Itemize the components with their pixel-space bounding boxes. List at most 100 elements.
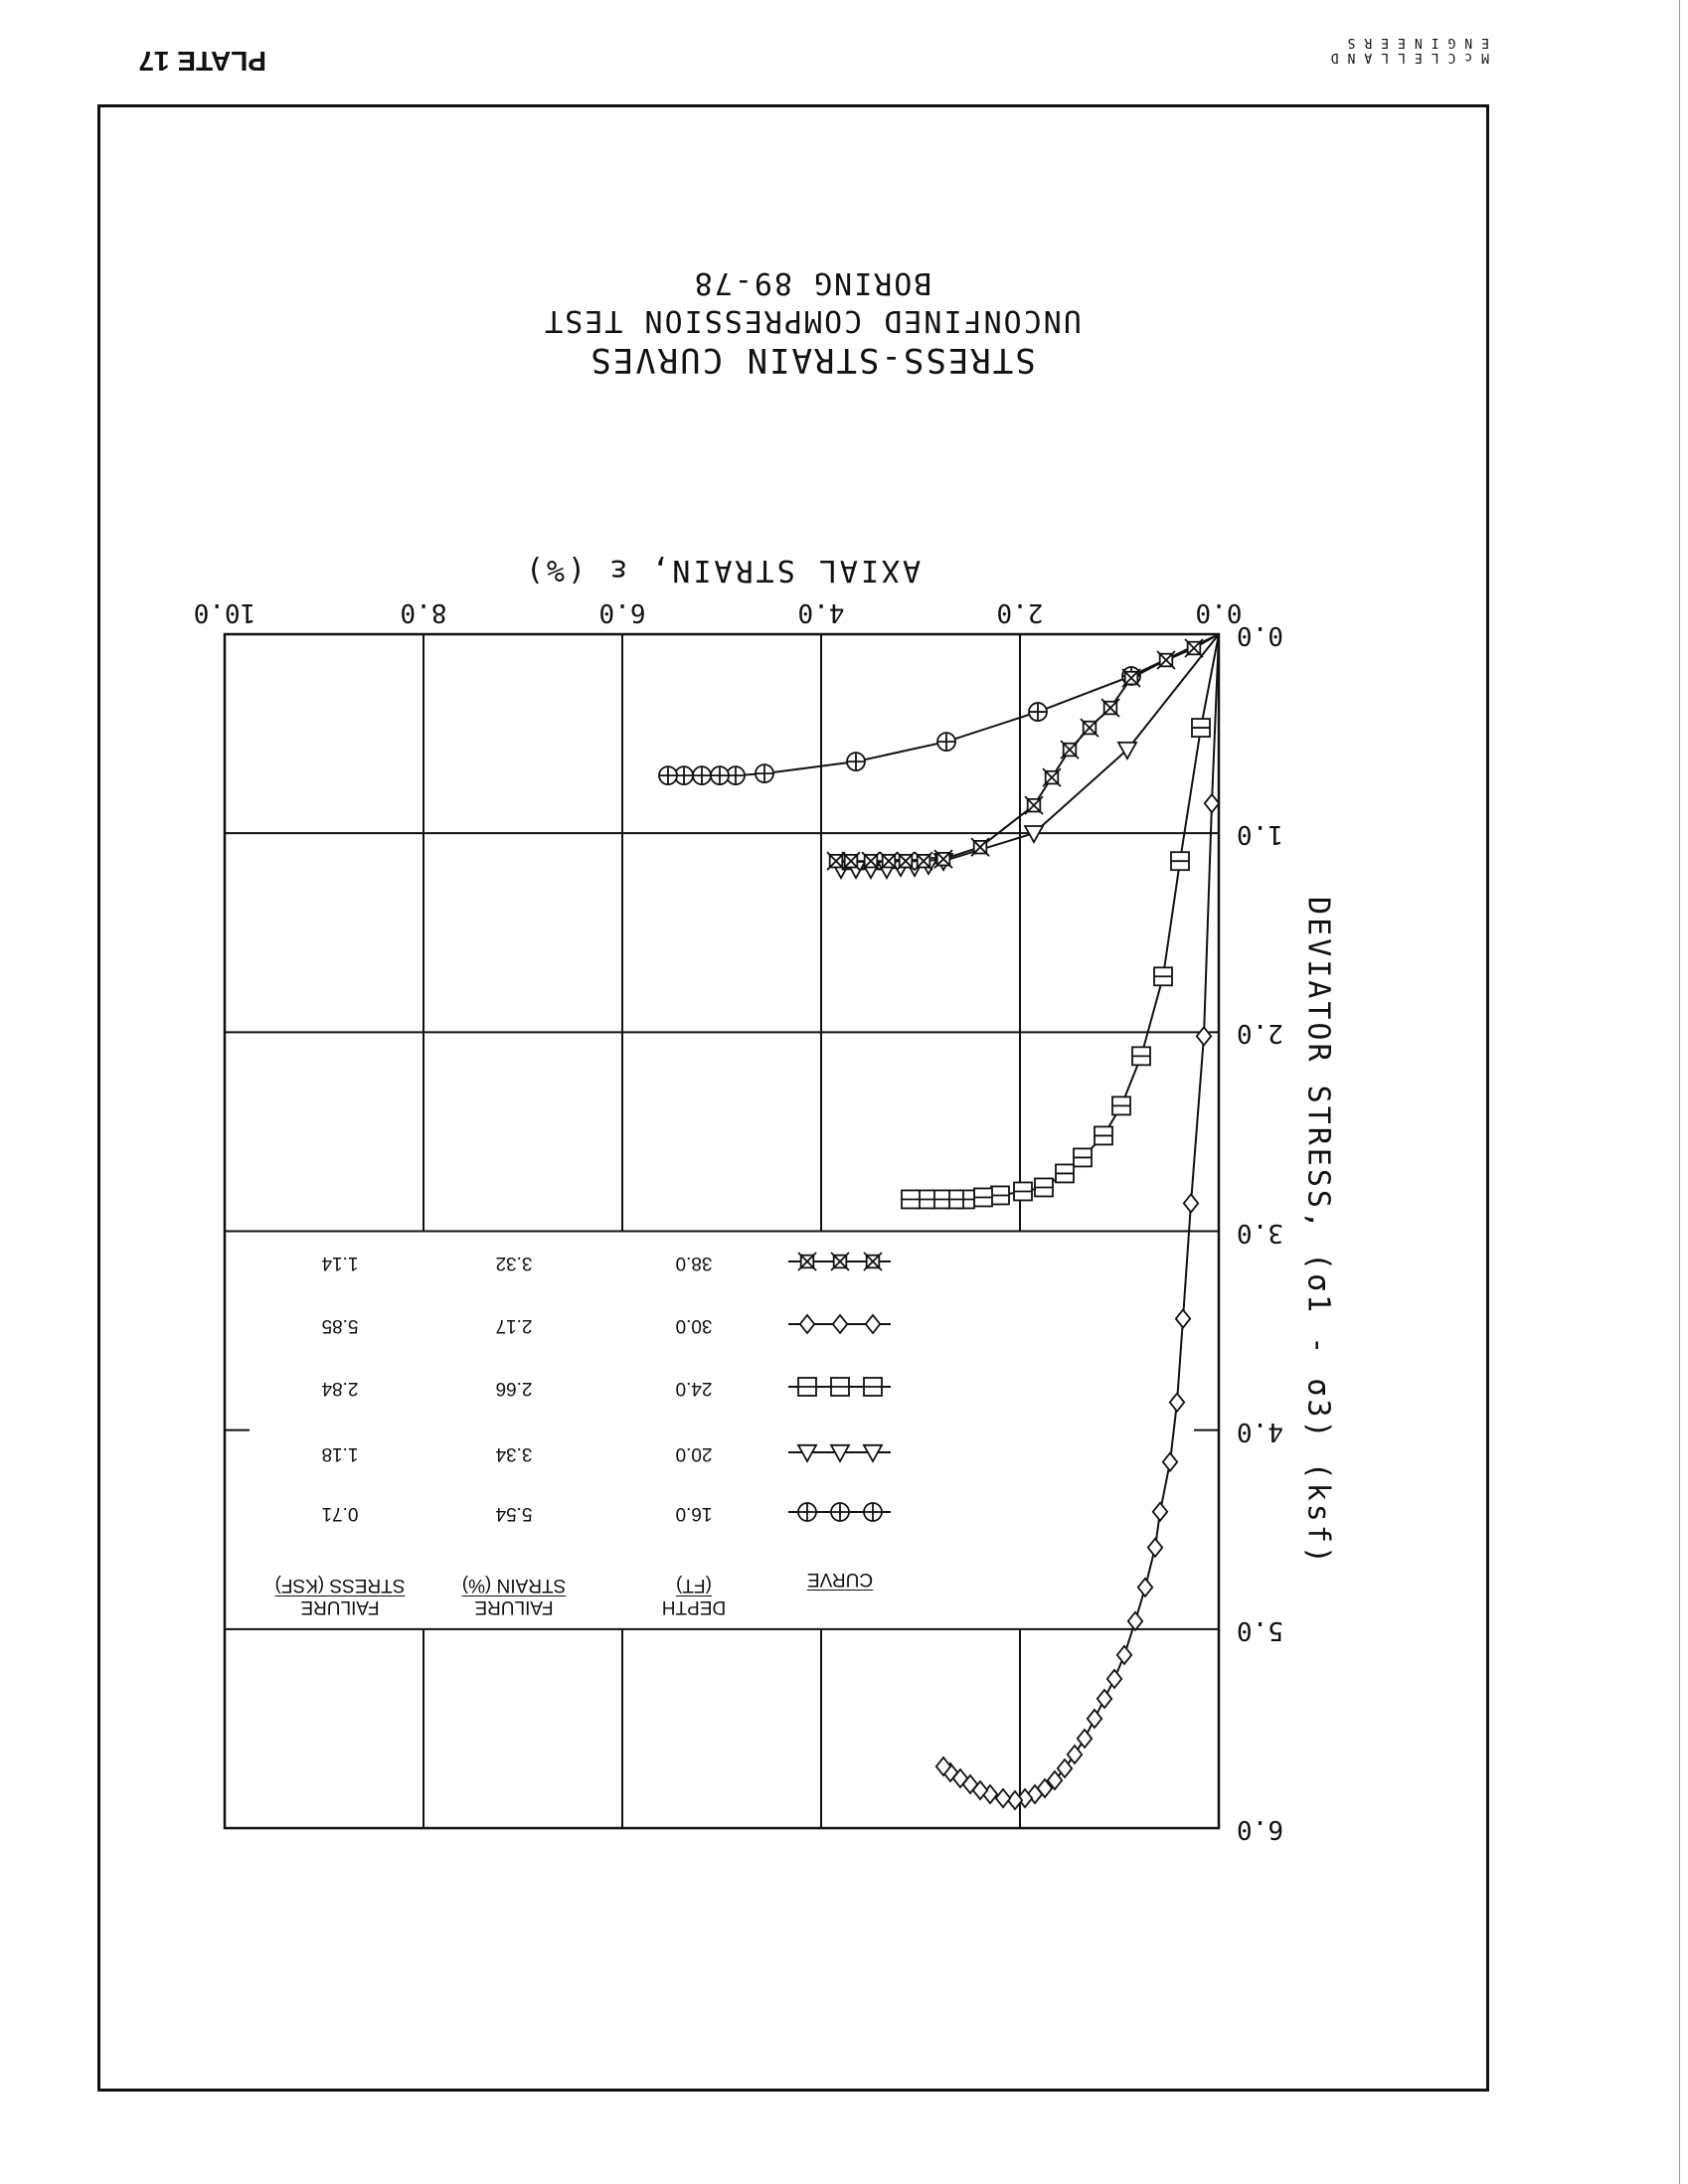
company-logo: McCLELLAND ENGINEERS xyxy=(1322,35,1489,65)
y-tick-label: 2.0 xyxy=(1237,1018,1283,1048)
legend-marker-triangle xyxy=(829,1443,851,1463)
data-point-box-x xyxy=(914,851,933,871)
logo-line: ENGINEERS xyxy=(1338,35,1489,50)
data-point-diamond xyxy=(1174,1308,1192,1330)
legend-header-text: STRESS (KSF) xyxy=(274,1575,406,1596)
data-point-diamond xyxy=(1136,1577,1154,1598)
data-point-diamond xyxy=(1151,1501,1169,1523)
data-point-diamond xyxy=(1105,1668,1123,1690)
data-point-circle-cross xyxy=(936,732,956,752)
legend-failure-stress: 1.14 xyxy=(321,1253,359,1273)
data-point-box-x xyxy=(1024,795,1044,815)
legend-failure-strain: 3.34 xyxy=(495,1443,533,1464)
legend-marker-square xyxy=(830,1377,850,1397)
plot-area-border xyxy=(223,632,1221,1830)
data-point-diamond xyxy=(1195,1025,1213,1047)
data-point-diamond xyxy=(1161,1451,1179,1473)
data-point-square xyxy=(901,1189,921,1210)
legend-failure-stress: 2.84 xyxy=(321,1378,359,1399)
legend-depth: 16.0 xyxy=(675,1503,713,1524)
legend-header-text: FAILURE xyxy=(300,1596,380,1617)
data-point-square xyxy=(1013,1181,1033,1202)
data-point-circle-cross xyxy=(658,765,678,786)
legend-failure-stress: 5.85 xyxy=(321,1315,359,1336)
data-point-square xyxy=(1055,1163,1075,1184)
data-point-diamond xyxy=(1046,1769,1064,1791)
legend-marker-circle-cross xyxy=(797,1502,817,1522)
y-axis-label: DEVIATOR STRESS, (σ1 - σ3) (ksf) xyxy=(1300,897,1336,1567)
y-tick-label: 0.0 xyxy=(1237,620,1283,650)
legend-marker-box-x xyxy=(797,1252,817,1271)
data-point-diamond xyxy=(1056,1758,1074,1779)
data-point-diamond xyxy=(1182,1193,1200,1214)
legend-depth: 24.0 xyxy=(675,1378,713,1399)
data-point-box-x xyxy=(1121,668,1141,688)
data-point-square xyxy=(1111,1095,1131,1116)
legend-failure-strain: 2.66 xyxy=(495,1378,533,1399)
x-tick-label: 2.0 xyxy=(996,597,1044,627)
legend-header-stress: FAILURE STRESS (KSF) xyxy=(255,1574,424,1617)
legend-header-text: STRAIN (%) xyxy=(461,1575,567,1596)
logo-line: McCLELLAND xyxy=(1321,50,1489,65)
legend-depth: 20.0 xyxy=(675,1443,713,1464)
legend-failure-strain: 2.17 xyxy=(495,1315,533,1336)
legend-failure-stress: 1.18 xyxy=(321,1443,359,1464)
data-point-box-x xyxy=(1100,698,1120,718)
legend-marker-circle-cross xyxy=(830,1502,850,1522)
legend-header-text: DEPTH xyxy=(661,1596,727,1617)
data-point-box-x xyxy=(1042,767,1062,787)
plate-number: PLATE 17 xyxy=(138,46,266,77)
data-point-diamond xyxy=(1115,1644,1133,1666)
data-point-box-x xyxy=(879,851,899,871)
legend-marker-box-x xyxy=(830,1252,850,1271)
data-point-square xyxy=(1073,1147,1093,1168)
legend-header-curve: CURVE xyxy=(756,1568,925,1590)
legend-depth: 38.0 xyxy=(675,1253,713,1273)
data-point-circle-cross xyxy=(726,765,746,786)
legend-failure-stress: 0.71 xyxy=(321,1503,359,1524)
legend-marker-diamond xyxy=(798,1313,816,1335)
data-point-box-x xyxy=(841,851,861,871)
y-tick-label: 5.0 xyxy=(1237,1615,1283,1645)
data-point-diamond xyxy=(1168,1392,1186,1414)
x-tick-label: 6.0 xyxy=(598,597,646,627)
x-tick-label: 4.0 xyxy=(797,597,845,627)
data-point-square xyxy=(1094,1125,1113,1146)
data-point-diamond xyxy=(934,1756,952,1777)
data-point-box-x xyxy=(1184,638,1204,658)
data-point-square xyxy=(1170,851,1190,872)
data-point-diamond xyxy=(1203,792,1221,814)
data-point-diamond xyxy=(1076,1728,1094,1750)
data-point-box-x xyxy=(1060,740,1080,759)
data-point-diamond xyxy=(1096,1688,1113,1710)
data-point-box-x xyxy=(896,851,916,871)
legend-depth: 30.0 xyxy=(675,1315,713,1336)
data-point-diamond xyxy=(1146,1537,1164,1559)
data-point-box-x xyxy=(1156,650,1176,670)
data-point-square xyxy=(1034,1177,1054,1198)
legend-header-strain: FAILURE STRAIN (%) xyxy=(429,1574,598,1617)
data-point-box-x xyxy=(1080,718,1099,738)
legend-marker-diamond xyxy=(864,1313,882,1335)
data-point-box-x xyxy=(933,849,953,869)
data-point-square xyxy=(1153,966,1173,987)
legend-marker-square xyxy=(863,1377,883,1397)
data-point-square xyxy=(1131,1046,1151,1067)
legend-header-text: CURVE xyxy=(806,1569,874,1590)
data-point-circle-cross xyxy=(692,765,712,786)
legend-marker-box-x xyxy=(863,1252,883,1271)
legend-marker-square xyxy=(797,1377,817,1397)
data-point-diamond xyxy=(1006,1789,1024,1811)
data-point-diamond xyxy=(1126,1610,1144,1632)
data-point-circle-cross xyxy=(846,752,866,772)
series-line-24.0 xyxy=(911,633,1220,1201)
data-point-triangle xyxy=(1023,825,1045,845)
x-tick-label: 10.0 xyxy=(193,597,256,627)
data-point-diamond xyxy=(1066,1744,1084,1765)
legend-marker-circle-cross xyxy=(863,1502,883,1522)
data-point-square xyxy=(973,1187,993,1208)
data-point-triangle xyxy=(1116,741,1138,760)
data-point-box-x xyxy=(861,851,881,871)
data-point-circle-cross xyxy=(1028,702,1048,722)
